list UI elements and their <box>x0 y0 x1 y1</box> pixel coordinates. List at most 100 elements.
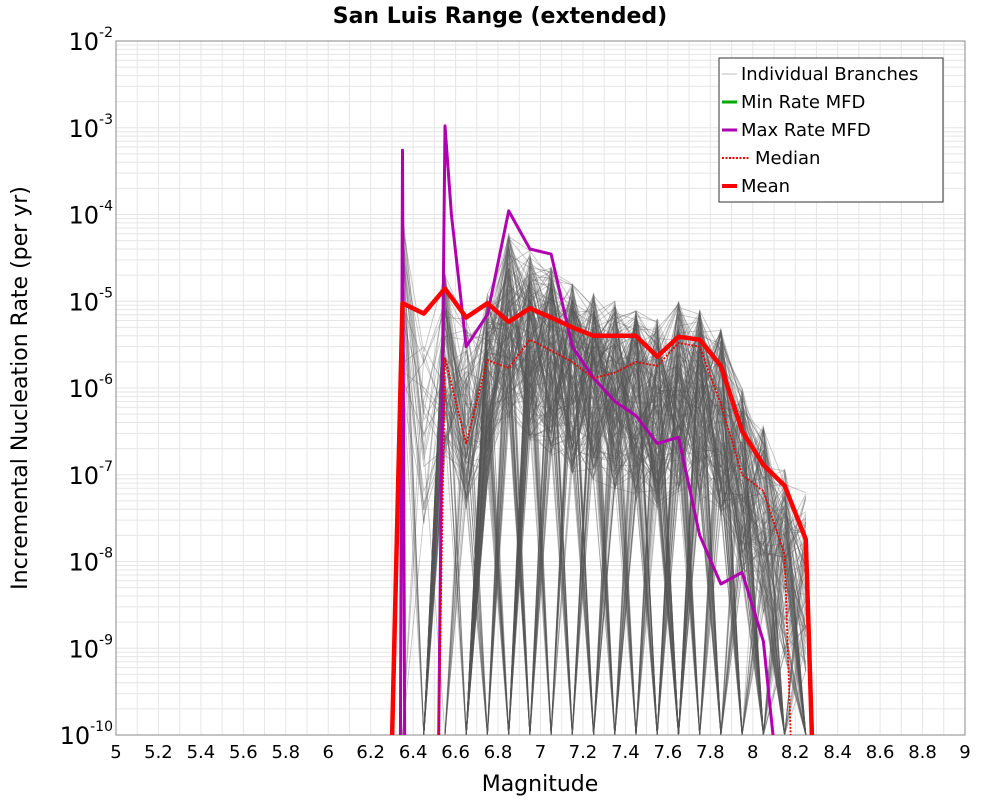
branch-line <box>402 354 807 735</box>
branch-line <box>402 282 806 735</box>
x-axis-label: Magnitude <box>482 772 599 797</box>
branch-line <box>402 268 807 735</box>
branch-line <box>402 278 806 735</box>
branch-line <box>402 307 806 735</box>
legend-label-min: Min Rate MFD <box>741 92 865 113</box>
x-tick-label: 6.6 <box>441 742 470 763</box>
y-tick-label: 10-10 <box>60 719 113 750</box>
branch-line <box>402 282 807 735</box>
y-tick-label: 10-7 <box>68 459 113 490</box>
branch-line <box>402 275 806 735</box>
branch-line <box>402 276 807 735</box>
series-median <box>437 338 792 735</box>
branch-line <box>402 258 807 735</box>
branch-line <box>402 302 807 735</box>
individual-branches <box>402 209 807 735</box>
branch-line <box>402 310 807 735</box>
branch-line <box>402 312 806 735</box>
branch-line <box>402 283 807 735</box>
branch-line <box>402 314 806 735</box>
branch-line <box>402 266 806 735</box>
branch-line <box>402 282 806 735</box>
x-tick-label: 6.8 <box>484 742 513 763</box>
branch-line <box>402 229 807 735</box>
y-tick-base: 10 <box>68 288 99 316</box>
branch-line <box>402 289 806 735</box>
x-tick-label: 6.4 <box>399 742 428 763</box>
branch-line <box>402 280 807 735</box>
x-tick-label: 7.4 <box>611 742 640 763</box>
branch-line <box>402 288 806 735</box>
branch-line <box>402 274 807 735</box>
branch-line <box>402 288 806 735</box>
branch-line <box>402 319 806 735</box>
branch-line <box>402 257 806 735</box>
branch-line <box>402 317 807 735</box>
branch-line <box>402 276 807 735</box>
branch-line <box>402 256 807 735</box>
branch-line <box>402 335 807 735</box>
y-tick-exponent: -9 <box>99 632 113 648</box>
x-tick-label: 7.2 <box>569 742 598 763</box>
x-tick-label: 9 <box>959 742 970 763</box>
x-tick-label: 7 <box>535 742 546 763</box>
branch-line <box>402 230 806 735</box>
legend-box <box>718 57 944 203</box>
branch-line <box>402 279 807 735</box>
branch-line <box>402 253 806 735</box>
x-tick-label: 5.6 <box>229 742 258 763</box>
branch-line <box>402 268 806 735</box>
branch-line <box>402 308 807 735</box>
branch-line <box>402 379 806 735</box>
branch-line <box>402 270 806 735</box>
branch-line <box>402 277 806 735</box>
branch-line <box>402 298 807 735</box>
x-tick-label: 7.6 <box>654 742 683 763</box>
y-tick-base: 10 <box>68 375 99 403</box>
branch-line <box>402 326 807 735</box>
branch-line <box>402 328 806 735</box>
legend-label-max: Max Rate MFD <box>741 120 871 141</box>
branch-line <box>402 273 807 735</box>
branch-line <box>402 256 807 735</box>
y-tick-label: 10-3 <box>68 112 113 143</box>
branch-line <box>402 296 806 735</box>
branch-line <box>402 279 807 735</box>
branch-line <box>402 266 807 735</box>
branch-line <box>402 264 807 735</box>
branch-line <box>402 238 806 735</box>
branch-line <box>402 319 807 735</box>
branch-line <box>402 299 807 735</box>
branch-line <box>402 287 806 735</box>
branch-line <box>402 297 806 735</box>
branch-line <box>402 310 807 735</box>
branch-line <box>402 301 806 735</box>
branch-line <box>402 281 806 735</box>
plot-area-border <box>115 40 966 736</box>
branch-line <box>402 324 806 735</box>
x-tick-label: 8.4 <box>823 742 852 763</box>
branch-line <box>402 301 807 735</box>
branch-line <box>402 270 806 735</box>
branch-line <box>402 275 807 735</box>
branch-line <box>402 255 807 735</box>
x-tick-label: 8 <box>747 742 758 763</box>
branch-line <box>402 298 807 735</box>
branch-line <box>402 260 806 735</box>
branch-line <box>402 306 807 735</box>
branch-line <box>402 351 806 735</box>
branch-line <box>402 232 807 735</box>
branch-line <box>402 284 807 735</box>
y-tick-label: 10-4 <box>68 199 113 230</box>
branch-line <box>402 283 807 735</box>
legend: Individual Branches Min Rate MFD Max Rat… <box>718 57 944 203</box>
branch-line <box>402 279 806 735</box>
branch-line <box>402 284 807 735</box>
branch-line <box>402 296 807 735</box>
x-tick-label: 5.8 <box>271 742 300 763</box>
branch-line <box>402 294 806 735</box>
branch-line <box>402 297 807 735</box>
branch-line <box>402 246 807 735</box>
branch-line <box>402 288 807 735</box>
branch-line <box>402 233 807 735</box>
